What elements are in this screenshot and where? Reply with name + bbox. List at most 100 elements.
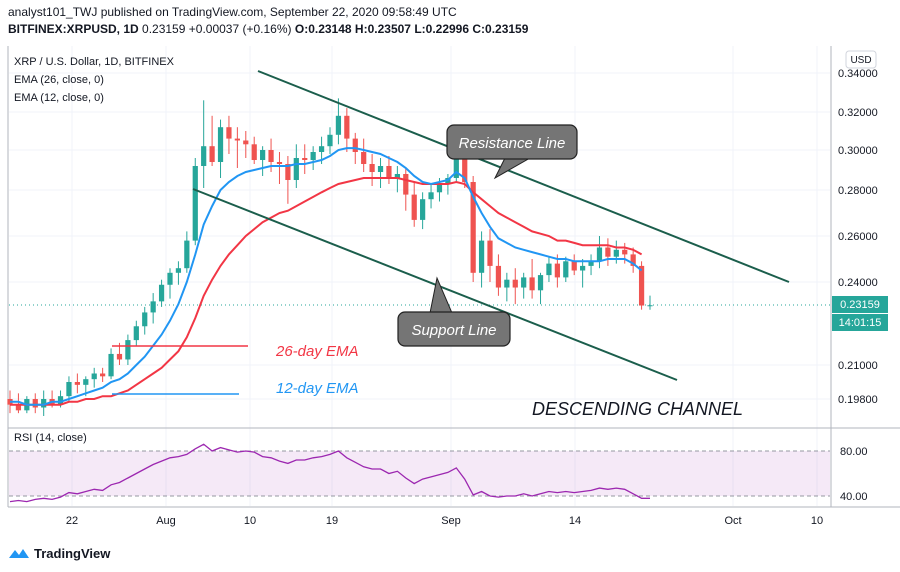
candle-body (125, 340, 131, 360)
time-tick-label: 19 (326, 515, 338, 527)
candle-body (57, 396, 64, 405)
resistance-label: Resistance Line (459, 135, 566, 152)
candle-body (580, 265, 586, 271)
open-label: O:0.23148 (294, 22, 352, 36)
candle-body (15, 404, 22, 411)
candle-body (428, 192, 434, 200)
candle-body (133, 326, 139, 341)
countdown-tag (832, 314, 888, 331)
resistance-callout: Resistance Line (446, 124, 578, 180)
candle-body (192, 166, 198, 241)
candle-body (310, 152, 316, 160)
candles (7, 98, 653, 416)
candle-body (377, 166, 384, 172)
candle-body (108, 353, 114, 377)
rsi-line (9, 443, 650, 503)
change-label: +0.00037 (+0.16%) (188, 22, 292, 36)
price-tick-label: 0.24000 (838, 277, 878, 289)
rsi-band (9, 451, 830, 496)
rsi-tick-label: 80.00 (840, 446, 868, 458)
ema26-legend: EMA (26, close, 0) (14, 74, 104, 86)
candle-body (622, 249, 628, 255)
support-label: Support Line (411, 322, 496, 339)
price-tick-label: 0.21000 (838, 360, 878, 372)
support-trendline (192, 188, 678, 381)
candle-body (116, 353, 123, 360)
chart-title: XRP / U.S. Dollar, 1D, BITFINEX (14, 56, 174, 68)
support-callout: Support Line (397, 276, 511, 347)
ema26-annotation: 26-day EMA (275, 343, 359, 360)
ema26-line (10, 177, 643, 406)
publisher-line: analyst101_TWJ published on TradingView.… (8, 5, 457, 19)
candle-body (83, 379, 89, 385)
candle-body (352, 138, 358, 152)
candle-body (487, 240, 493, 266)
candle-body (420, 199, 426, 220)
candle-body (209, 146, 215, 162)
candle-body (335, 115, 342, 135)
price-chart[interactable]: Resistance Line Support Line 26-day EMA … (0, 0, 900, 540)
high-label: H:0.23507 (354, 22, 411, 36)
candle-body (638, 265, 645, 306)
last-price-tag-label: 0.23159 (840, 299, 880, 311)
ema12-legend: EMA (12, close, 0) (14, 92, 104, 104)
tradingview-logo-icon (9, 549, 29, 558)
rsi-legend: RSI (14, close) (14, 432, 87, 444)
candle-body (596, 247, 603, 262)
candle-body (150, 301, 156, 313)
candle-body (167, 272, 173, 285)
candle-body (386, 166, 392, 178)
candle-body (91, 373, 97, 380)
candle-body (411, 194, 417, 220)
candle-body (158, 284, 165, 302)
candle-body (142, 312, 148, 327)
candle-body (217, 127, 224, 162)
candle-body (478, 240, 485, 273)
time-tick-label: 10 (244, 515, 256, 527)
candle-body (554, 263, 560, 278)
candle-body (361, 152, 367, 164)
candle-body (529, 277, 535, 291)
candle-body (588, 261, 594, 266)
candle-body (243, 140, 249, 145)
time-tick-label: Aug (156, 515, 176, 527)
candle-body (470, 182, 476, 273)
time-tick-label: 10 (811, 515, 823, 527)
candle-body (394, 174, 400, 178)
price-tick-label: 0.19800 (838, 394, 878, 406)
candle-body (41, 399, 47, 408)
price-axis: 0.34000 0.32000 0.30000 0.28000 0.26000 0.240… (838, 68, 878, 406)
last-price-label: 0.23159 (142, 22, 186, 36)
candle-body (436, 184, 443, 193)
currency-label: USD (850, 55, 871, 66)
candle-body (276, 162, 283, 164)
resistance-trendline (257, 70, 790, 283)
candle-body (369, 164, 375, 172)
close-label: C:0.23159 (472, 22, 529, 36)
candle-body (495, 265, 502, 288)
candle-body (571, 261, 577, 271)
candle-body (344, 115, 350, 139)
candle-body (512, 279, 518, 288)
candle-body (403, 174, 409, 195)
price-tick-label: 0.26000 (838, 231, 878, 243)
tradingview-footer[interactable]: TradingView (8, 543, 110, 563)
price-tick-label: 0.32000 (838, 107, 878, 119)
candle-body (605, 247, 611, 257)
candle-body (302, 158, 308, 160)
candle-body (285, 164, 291, 180)
candle-body (293, 158, 299, 180)
ema12-line (10, 147, 643, 406)
candle-body (546, 263, 552, 276)
price-tick-label: 0.30000 (838, 145, 878, 157)
time-tick-label: Sep (441, 515, 461, 527)
time-tick-label: Oct (724, 515, 741, 527)
time-tick-label: 14 (569, 515, 581, 527)
ema12-annotation: 12-day EMA (276, 380, 359, 397)
symbol-ohlc-line: BITFINEX:XRPUSD, 1D 0.23159 +0.00037 (+0… (8, 22, 528, 36)
candle-body (630, 254, 636, 266)
last-price-tag (832, 296, 888, 313)
candle-body (563, 261, 569, 278)
candle-body (260, 150, 266, 160)
price-tick-label: 0.34000 (838, 68, 878, 80)
